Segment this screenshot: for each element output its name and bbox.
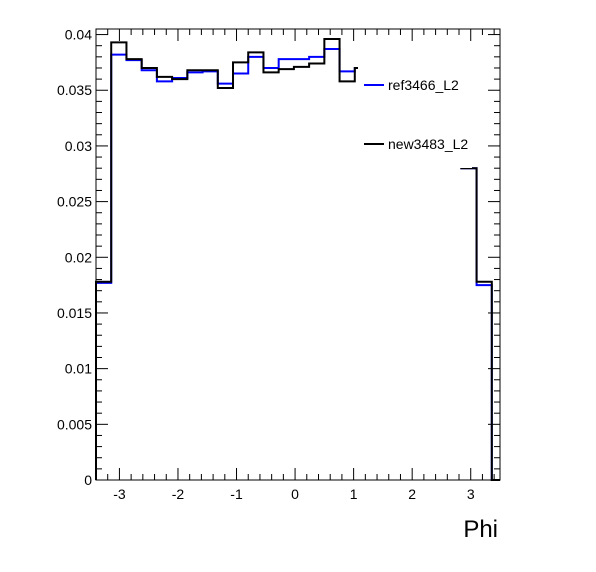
x-tick-label: -3: [113, 486, 126, 502]
y-tick-label: 0.03: [65, 138, 92, 154]
x-axis-title: Phi: [463, 516, 498, 543]
y-tick-label: 0.04: [65, 27, 92, 43]
x-tick-label: -2: [172, 486, 185, 502]
y-tick-label: 0.025: [57, 194, 92, 210]
x-tick-label: 3: [467, 486, 475, 502]
x-tick-label: 0: [291, 486, 299, 502]
y-tick-label: 0.015: [57, 305, 92, 321]
legend: ref3466_L2 new3483_L2: [358, 56, 472, 168]
plot-frame: [95, 28, 501, 481]
y-tick-label: 0.005: [57, 416, 92, 432]
y-tick-label: 0.01: [65, 361, 92, 377]
y-tick-label: 0: [84, 472, 92, 488]
legend-label-ref: ref3466_L2: [388, 77, 459, 93]
y-tick-label: 0.02: [65, 249, 92, 265]
axis-layer: 0 0.005 0.01 0.015 0.02 0.025 0.03 0.035 0.04 -3 -…: [57, 27, 500, 502]
legend-box: [358, 56, 472, 168]
x-tick-label: 1: [350, 486, 358, 502]
x-tick-label: -1: [230, 486, 243, 502]
x-tick-label: 2: [408, 486, 416, 502]
legend-label-new: new3483_L2: [388, 136, 468, 152]
y-tick-label: 0.035: [57, 82, 92, 98]
